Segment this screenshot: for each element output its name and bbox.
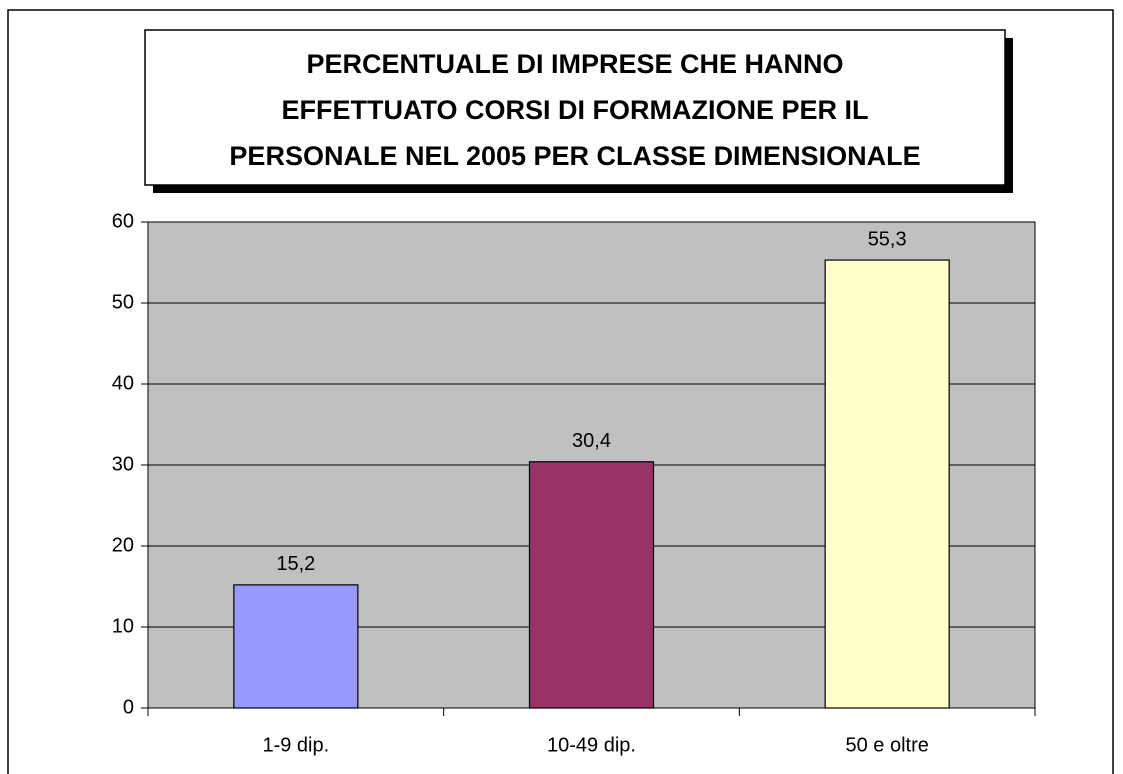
y-tick-label: 40 <box>112 372 134 394</box>
chart-title: PERCENTUALE DI IMPRESE CHE HANNO <box>306 49 843 79</box>
chart-frame <box>7 9 1114 774</box>
y-tick-label: 20 <box>112 534 134 556</box>
x-tick-label: 1-9 dip. <box>262 734 329 756</box>
y-tick-label: 10 <box>112 615 134 637</box>
title-box <box>144 29 1006 186</box>
bar <box>528 461 655 709</box>
y-tick-label: 60 <box>112 210 134 232</box>
y-tick-label: 0 <box>123 696 134 718</box>
y-tick-label: 30 <box>112 453 134 475</box>
bar <box>824 259 950 709</box>
chart-title: EFFETTUATO CORSI DI FORMAZIONE PER IL <box>282 95 869 125</box>
y-tick-label: 50 <box>112 291 134 313</box>
x-tick-label: 50 e oltre <box>845 734 928 756</box>
x-tick-label: 10-49 dip. <box>547 734 636 756</box>
bar <box>233 584 359 709</box>
chart-title: PERSONALE NEL 2005 PER CLASSE DIMENSIONA… <box>229 141 920 171</box>
value-label: 55,3 <box>868 228 907 250</box>
value-label: 15,2 <box>276 553 315 575</box>
value-label: 30,4 <box>572 430 611 452</box>
